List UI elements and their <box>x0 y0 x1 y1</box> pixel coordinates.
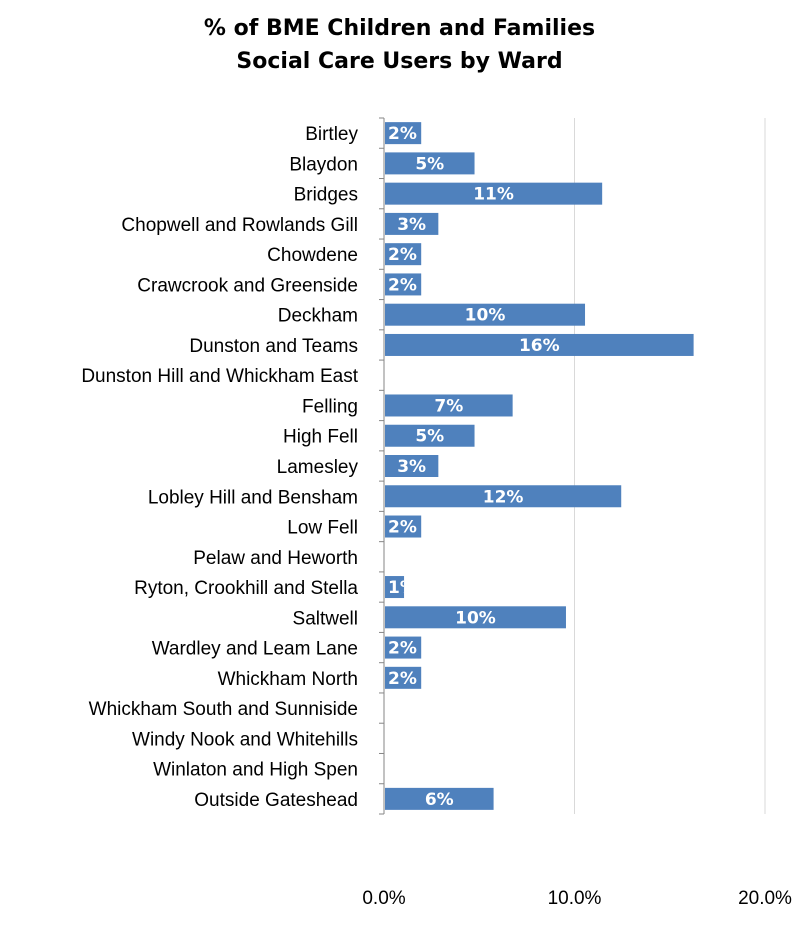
data-label: 3% <box>397 215 426 235</box>
category-label: Crawcrook and Greenside <box>137 275 358 296</box>
category-label: Felling <box>302 396 358 417</box>
category-label: Ryton, Crookhill and Stella <box>134 578 358 599</box>
bar <box>385 333 694 356</box>
bar <box>385 394 513 417</box>
data-label: 2% <box>388 639 417 659</box>
category-label: Whickham South and Sunniside <box>89 699 358 720</box>
category-label: Lamesley <box>277 457 359 478</box>
bar <box>385 243 422 266</box>
category-label: Pelaw and Heworth <box>193 548 358 569</box>
bar <box>385 636 422 659</box>
bar <box>385 273 422 296</box>
bars: 2% 5% 11% 3% 2% 2% 10% 16% 7% 5% 3% 12% 2% 1% 10% 2% 2% 6… <box>385 122 694 810</box>
category-label: Wardley and Leam Lane <box>152 639 358 660</box>
bar <box>385 455 439 477</box>
category-label: Chopwell and Rowlands Gill <box>121 215 358 236</box>
category-label: Dunston Hill and Whickham East <box>81 366 358 387</box>
chart-title: % of BME Children and Families Social Ca… <box>0 12 799 78</box>
axes <box>379 117 385 815</box>
bar <box>385 212 439 235</box>
bar <box>385 606 566 629</box>
category-label: Windy Nook and Whitehills <box>132 729 358 750</box>
bar <box>385 787 494 810</box>
data-label: 5% <box>415 427 444 447</box>
x-tick-label: 0.0% <box>362 888 405 909</box>
category-label: Winlaton and High Spen <box>153 760 358 781</box>
data-label: 1% <box>388 578 417 598</box>
data-label: 2% <box>388 518 417 538</box>
data-label: 2% <box>388 669 417 689</box>
category-label: Lobley Hill and Bensham <box>148 487 358 508</box>
data-label: 3% <box>397 457 426 477</box>
data-label: 16% <box>519 336 560 356</box>
bar <box>385 515 422 538</box>
bar <box>385 666 422 689</box>
gridlines <box>574 118 766 814</box>
category-label: Blaydon <box>289 154 358 175</box>
category-label: Outside Gateshead <box>194 790 358 811</box>
data-label: 11% <box>473 185 514 205</box>
x-tick-label: 20.0% <box>738 888 792 909</box>
data-label: 10% <box>455 608 496 628</box>
data-label: 2% <box>388 245 417 265</box>
bar <box>385 152 475 175</box>
category-label: Birtley <box>305 124 358 145</box>
category-label: Saltwell <box>293 608 358 629</box>
data-label: 2% <box>388 124 417 144</box>
bar <box>385 303 586 326</box>
category-label: Dunston and Teams <box>189 336 358 357</box>
x-tick-label: 10.0% <box>548 888 602 909</box>
category-label: Low Fell <box>287 518 358 539</box>
data-label: 5% <box>415 154 444 174</box>
chart-title-line-2: Social Care Users by Ward <box>236 49 563 74</box>
data-label: 2% <box>388 275 417 295</box>
category-label: High Fell <box>283 427 358 448</box>
category-label: Bridges <box>294 185 358 206</box>
data-label: 7% <box>434 396 463 416</box>
bar <box>385 576 405 599</box>
data-label: 12% <box>483 487 524 507</box>
labels: Birtley Blaydon Bridges Chopwell and Rowlan… <box>81 124 792 909</box>
bar <box>385 424 475 447</box>
data-label: 6% <box>425 790 454 810</box>
category-label: Chowdene <box>267 245 358 266</box>
data-label: 10% <box>465 306 506 326</box>
category-label: Whickham North <box>218 669 358 690</box>
bar <box>385 485 622 508</box>
bar <box>385 122 422 145</box>
category-label: Deckham <box>278 306 358 327</box>
bar <box>385 182 603 205</box>
chart-title-line-1: % of BME Children and Families <box>203 16 596 41</box>
